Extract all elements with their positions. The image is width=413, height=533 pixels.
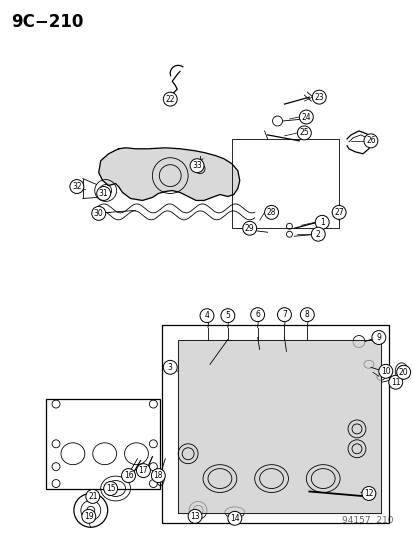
Circle shape [371, 330, 385, 344]
Text: 3: 3 [167, 363, 172, 372]
Circle shape [97, 187, 110, 200]
Text: 28: 28 [266, 208, 275, 217]
Circle shape [311, 227, 325, 241]
Text: 17: 17 [138, 466, 148, 475]
Text: 11: 11 [390, 378, 399, 387]
Text: 2: 2 [315, 230, 320, 239]
Circle shape [190, 159, 204, 173]
Polygon shape [178, 340, 380, 513]
Circle shape [163, 92, 177, 106]
Circle shape [242, 221, 256, 235]
Bar [231, 139, 338, 228]
Text: 26: 26 [365, 136, 375, 146]
Circle shape [163, 360, 177, 374]
Circle shape [315, 215, 328, 229]
Circle shape [103, 481, 117, 496]
Circle shape [92, 206, 105, 220]
Circle shape [378, 365, 392, 378]
Text: 14: 14 [230, 514, 239, 523]
Circle shape [85, 489, 100, 503]
Circle shape [277, 308, 291, 321]
Circle shape [227, 511, 241, 525]
Text: 33: 33 [192, 161, 202, 170]
Circle shape [136, 464, 150, 478]
Text: 30: 30 [94, 209, 103, 218]
Circle shape [363, 134, 377, 148]
Text: 7: 7 [281, 310, 286, 319]
Text: 4: 4 [204, 311, 209, 320]
Text: 8: 8 [304, 310, 309, 319]
Text: 16: 16 [123, 471, 133, 480]
Polygon shape [98, 148, 239, 200]
Text: 15: 15 [106, 484, 115, 493]
Text: 12: 12 [363, 489, 373, 498]
Text: 23: 23 [313, 93, 323, 102]
Text: 18: 18 [153, 471, 163, 480]
Circle shape [299, 110, 313, 124]
Text: 21: 21 [88, 492, 97, 501]
Text: 9C−210: 9C−210 [11, 13, 83, 31]
Text: 27: 27 [333, 208, 343, 217]
Text: 31: 31 [99, 189, 108, 198]
Text: 32: 32 [72, 182, 81, 191]
Text: 13: 13 [190, 512, 199, 521]
Circle shape [151, 469, 165, 482]
Circle shape [388, 375, 402, 389]
Circle shape [121, 469, 135, 482]
Circle shape [264, 205, 278, 219]
Text: 22: 22 [165, 95, 175, 103]
Circle shape [82, 510, 95, 523]
Circle shape [221, 309, 234, 322]
Circle shape [297, 126, 311, 140]
Text: 19: 19 [84, 512, 93, 521]
Circle shape [250, 308, 264, 321]
Bar [46, 399, 160, 489]
Text: 29: 29 [244, 224, 254, 233]
Text: 25: 25 [299, 128, 309, 138]
Text: 94157  210: 94157 210 [342, 516, 393, 525]
Text: 9: 9 [375, 333, 380, 342]
Circle shape [199, 309, 214, 322]
Circle shape [331, 205, 345, 219]
Text: 6: 6 [254, 310, 259, 319]
Text: 10: 10 [380, 367, 389, 376]
Text: 5: 5 [225, 311, 230, 320]
Text: 1: 1 [319, 218, 324, 227]
Text: 20: 20 [398, 368, 408, 377]
Circle shape [188, 510, 202, 523]
Bar [162, 325, 388, 523]
Circle shape [396, 365, 410, 379]
Circle shape [70, 180, 83, 193]
Text: 24: 24 [301, 112, 311, 122]
Circle shape [300, 308, 313, 321]
Circle shape [311, 90, 325, 104]
Circle shape [361, 487, 375, 500]
